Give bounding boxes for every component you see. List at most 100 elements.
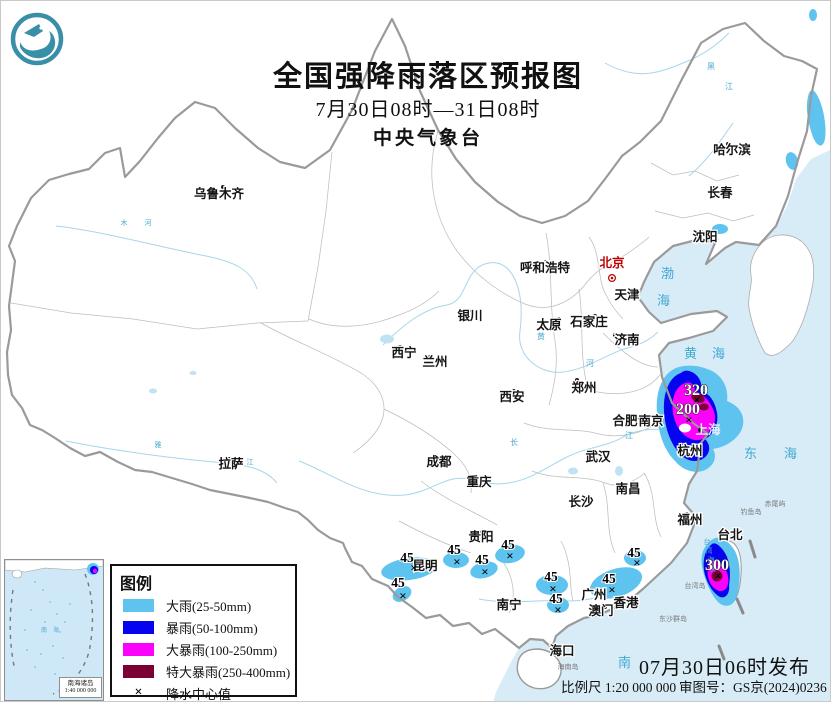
city-label: 北京 bbox=[599, 255, 625, 270]
inset-islet bbox=[24, 629, 26, 631]
precip-center-marker: × bbox=[549, 581, 556, 596]
legend-item-label: 特大暴雨(250-400mm) bbox=[166, 664, 291, 680]
rain-center-value: 45 bbox=[447, 542, 461, 557]
agency-name: 中央气象台 bbox=[372, 128, 484, 149]
inset-islet bbox=[40, 653, 42, 655]
city-dot bbox=[655, 414, 659, 418]
legend-swatch bbox=[123, 620, 154, 634]
city-dot bbox=[598, 588, 602, 592]
country-border bbox=[5, 17, 819, 650]
city-label: 上海 bbox=[695, 422, 721, 437]
city-label: 台北 bbox=[717, 527, 743, 542]
city-dot bbox=[711, 186, 715, 190]
city-label: 南昌 bbox=[615, 481, 640, 496]
city-dot bbox=[636, 415, 640, 419]
city-label: 沈阳 bbox=[692, 229, 717, 244]
precip-center-marker: × bbox=[554, 602, 561, 617]
sea-area bbox=[493, 149, 830, 701]
rain-center-value: 300 bbox=[705, 557, 729, 574]
city-dot bbox=[426, 560, 430, 564]
minor-label: 湾 bbox=[706, 546, 713, 555]
minor-label: 江 bbox=[725, 82, 733, 91]
inset-islet bbox=[54, 673, 56, 675]
inset-islet bbox=[52, 645, 54, 647]
rain-area-extreme bbox=[691, 393, 705, 403]
city-label: 南京 bbox=[638, 413, 664, 428]
rain-center-value: 45 bbox=[549, 591, 563, 606]
city-label: 长沙 bbox=[568, 494, 594, 509]
map-scale: 比例尺 1:20 000 000 bbox=[561, 680, 677, 695]
precip-center-marker: × bbox=[506, 548, 513, 563]
city-dot bbox=[593, 314, 597, 318]
city-dot bbox=[699, 230, 703, 234]
city-label: 乌鲁木齐 bbox=[194, 186, 245, 201]
city-dot bbox=[557, 317, 561, 321]
city-dot bbox=[477, 530, 481, 534]
inset-islet bbox=[42, 589, 44, 591]
inset-islet bbox=[34, 666, 36, 668]
city-label: 长春 bbox=[707, 185, 733, 200]
rivers bbox=[55, 32, 734, 603]
precip-center-marker: × bbox=[453, 554, 460, 569]
lakes bbox=[149, 334, 623, 476]
inset-islet bbox=[30, 609, 32, 611]
minor-label: 雅 bbox=[155, 440, 162, 449]
korea-peninsula bbox=[748, 234, 815, 356]
city-label: 济南 bbox=[614, 332, 640, 347]
city-label: 呼和浩特 bbox=[520, 260, 571, 275]
inset-sea-label: 海 bbox=[53, 626, 59, 634]
forecast-period: 7月30日08时—31日08时 bbox=[315, 99, 541, 121]
minor-label: 台 bbox=[704, 537, 711, 546]
approval-number: 审图号：GS京(2024)0236号 bbox=[679, 680, 827, 701]
legend-item: 暴雨(50-100mm) bbox=[120, 616, 295, 638]
inset-islet bbox=[26, 649, 28, 651]
legend-rows: 大雨(25-50mm) 暴雨(50-100mm) 大暴雨(100-250mm) 特大暴… bbox=[120, 594, 295, 682]
minor-label: 江 bbox=[247, 458, 254, 466]
city-label: 昆明 bbox=[412, 558, 437, 573]
south-china-sea-inset: 南海 南海诸岛 1:40 000 000 bbox=[4, 559, 104, 701]
city-dot bbox=[433, 454, 437, 458]
rain-center-value: 45 bbox=[400, 550, 414, 565]
minor-label: 海南岛 bbox=[558, 662, 579, 671]
legend-box: 图例 大雨(25-50mm) 暴雨(50-100mm) 大暴雨(100-250mm)… bbox=[110, 564, 297, 701]
city-label: 西安 bbox=[499, 389, 524, 404]
city-label: 西宁 bbox=[391, 345, 416, 360]
city-label: 贵阳 bbox=[468, 529, 493, 544]
minor-label: 河 bbox=[145, 219, 152, 227]
city-label: 南宁 bbox=[496, 597, 521, 612]
legend-center-row: × 降水中心值 bbox=[120, 682, 295, 701]
inset-dash-line bbox=[9, 573, 94, 695]
rain-system-taiwan bbox=[701, 537, 740, 606]
inset-scale: 1:40 000 000 bbox=[64, 688, 97, 694]
minor-label: 钓鱼岛 bbox=[741, 507, 762, 516]
inset-islet bbox=[49, 601, 51, 603]
inset-islet bbox=[59, 631, 61, 633]
sea-label: 渤 bbox=[661, 266, 675, 281]
city-label: 武汉 bbox=[585, 449, 611, 464]
legend-item: 特大暴雨(250-400mm) bbox=[120, 660, 295, 682]
city-label: 合肥 bbox=[612, 413, 638, 428]
taihu-lake bbox=[679, 423, 691, 433]
inset-taiwan-rain-blob bbox=[87, 563, 99, 575]
precip-center-marker: × bbox=[685, 412, 692, 427]
legend-item: 大暴雨(100-250mm) bbox=[120, 638, 295, 660]
hainan-island bbox=[516, 648, 562, 690]
precip-center-marker: × bbox=[633, 555, 640, 570]
city-label: 石家庄 bbox=[569, 314, 608, 329]
sea-label: 海 bbox=[712, 346, 726, 361]
release-time: 07月30日06时发布 bbox=[639, 657, 810, 679]
city-dot bbox=[574, 495, 578, 499]
rain-center-value: 320 bbox=[684, 382, 708, 399]
city-dot bbox=[591, 450, 595, 454]
legend-swatch bbox=[123, 598, 154, 612]
precip-center-x-icon: × bbox=[134, 685, 143, 700]
legend-item-label: 暴雨(50-100mm) bbox=[166, 620, 258, 636]
city-label: 兰州 bbox=[422, 354, 447, 369]
inset-islet bbox=[34, 581, 36, 583]
legend-item: 大雨(25-50mm) bbox=[120, 594, 295, 616]
precip-center-marker: × bbox=[608, 582, 615, 597]
rain-center-value: 45 bbox=[602, 571, 616, 586]
minor-label: 长 bbox=[510, 437, 518, 447]
minor-label: 台湾岛 bbox=[685, 581, 706, 590]
